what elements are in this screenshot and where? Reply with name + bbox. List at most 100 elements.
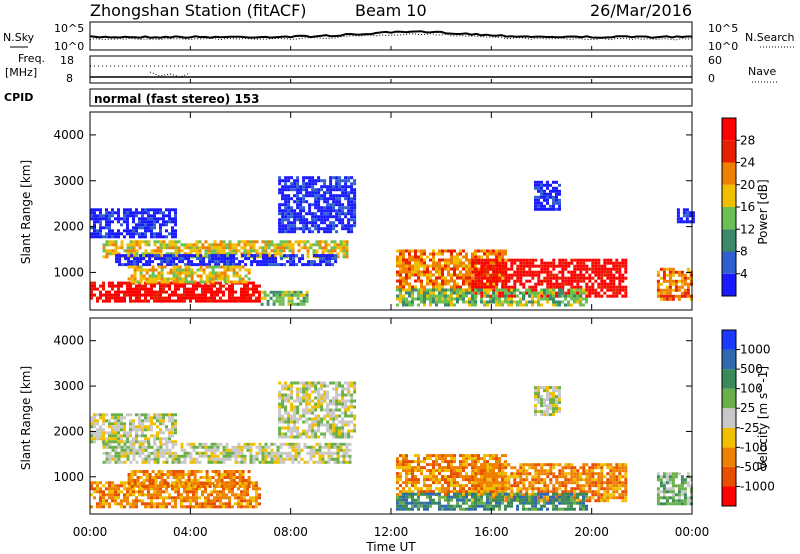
data-cell: [489, 294, 493, 298]
data-cell: [132, 243, 136, 247]
data-cell: [258, 448, 262, 452]
data-cell: [302, 408, 306, 412]
data-cell: [96, 490, 99, 494]
data-cell: [516, 279, 520, 283]
data-cell: [255, 451, 259, 455]
data-cell: [180, 249, 184, 253]
data-cell: [348, 442, 352, 446]
data-cell: [426, 288, 429, 292]
data-cell: [156, 296, 159, 300]
data-cell: [329, 432, 333, 436]
data-cell: [281, 296, 285, 300]
data-cell: [489, 297, 492, 301]
data-cell: [187, 254, 191, 258]
data-cell: [108, 223, 111, 227]
data-cell: [309, 451, 313, 455]
data-cell: [153, 223, 156, 227]
data-cell: [564, 264, 568, 268]
data-cell: [187, 485, 191, 488]
data-cell: [477, 258, 481, 262]
data-cell: [308, 411, 312, 415]
data-cell: [682, 211, 686, 215]
data-cell: [126, 217, 129, 221]
data-cell: [582, 303, 585, 307]
data-cell: [429, 291, 432, 295]
data-cell: [168, 211, 171, 215]
data-cell: [189, 490, 192, 494]
data-cell: [323, 381, 327, 385]
data-cell: [278, 426, 282, 430]
data-cell: [405, 273, 408, 277]
data-cell: [145, 473, 149, 476]
data-cell: [216, 445, 220, 449]
data-cell: [263, 296, 267, 300]
data-cell: [126, 490, 129, 494]
data-cell: [676, 214, 680, 218]
data-cell: [399, 493, 402, 497]
data-cell: [329, 426, 333, 430]
data-cell: [156, 211, 159, 215]
data-cell: [281, 396, 285, 400]
data-cell: [196, 485, 200, 488]
data-cell: [411, 475, 414, 479]
data-cell: [353, 429, 357, 433]
data-cell: [138, 232, 141, 236]
data-cell: [402, 303, 405, 307]
data-cell: [399, 279, 402, 283]
data-cell: [139, 277, 143, 281]
data-cell: [459, 270, 462, 274]
data-cell: [198, 487, 201, 491]
data-cell: [336, 451, 340, 455]
data-cell: [111, 431, 114, 435]
data-cell: [187, 479, 191, 482]
data-cell: [187, 280, 191, 284]
data-cell: [531, 294, 534, 298]
data-cell: [501, 276, 504, 280]
data-cell: [591, 264, 595, 268]
data-cell: [288, 445, 292, 449]
data-cell: [417, 279, 420, 283]
data-cell: [317, 396, 321, 400]
data-cell: [168, 419, 171, 423]
data-cell: [543, 297, 546, 301]
data-cell: [347, 432, 351, 436]
data-cell: [139, 274, 143, 278]
data-cell: [96, 232, 99, 236]
data-cell: [168, 496, 171, 500]
data-cell: [317, 215, 321, 219]
data-cell: [187, 265, 191, 269]
data-cell: [235, 470, 239, 473]
data-cell: [108, 281, 111, 285]
data-cell: [235, 274, 239, 278]
data-cell: [582, 297, 585, 301]
data-cell: [144, 208, 147, 212]
data-cell: [665, 291, 669, 295]
data-cell: [543, 291, 546, 295]
data-cell: [350, 191, 354, 195]
data-cell: [504, 258, 507, 262]
data-cell: [270, 249, 274, 253]
data-cell: [342, 442, 346, 446]
data-cell: [293, 230, 297, 234]
data-cell: [114, 499, 117, 503]
data-cell: [324, 442, 328, 446]
data-cell: [345, 246, 349, 250]
data-cell: [335, 188, 339, 192]
data-cell: [276, 246, 280, 250]
data-cell: [126, 208, 129, 212]
data-cell: [293, 194, 297, 198]
data-cell: [314, 429, 318, 433]
data-cell: [162, 220, 165, 224]
data-cell: [123, 496, 126, 500]
data-cell: [291, 243, 295, 247]
data-cell: [165, 502, 168, 506]
data-cell: [294, 442, 298, 446]
data-cell: [219, 481, 222, 485]
data-cell: [588, 276, 592, 280]
data-cell: [108, 226, 111, 230]
data-cell: [141, 448, 145, 452]
data-cell: [175, 277, 179, 281]
data-cell: [462, 294, 465, 298]
data-cell: [108, 425, 111, 429]
data-cell: [534, 300, 537, 304]
